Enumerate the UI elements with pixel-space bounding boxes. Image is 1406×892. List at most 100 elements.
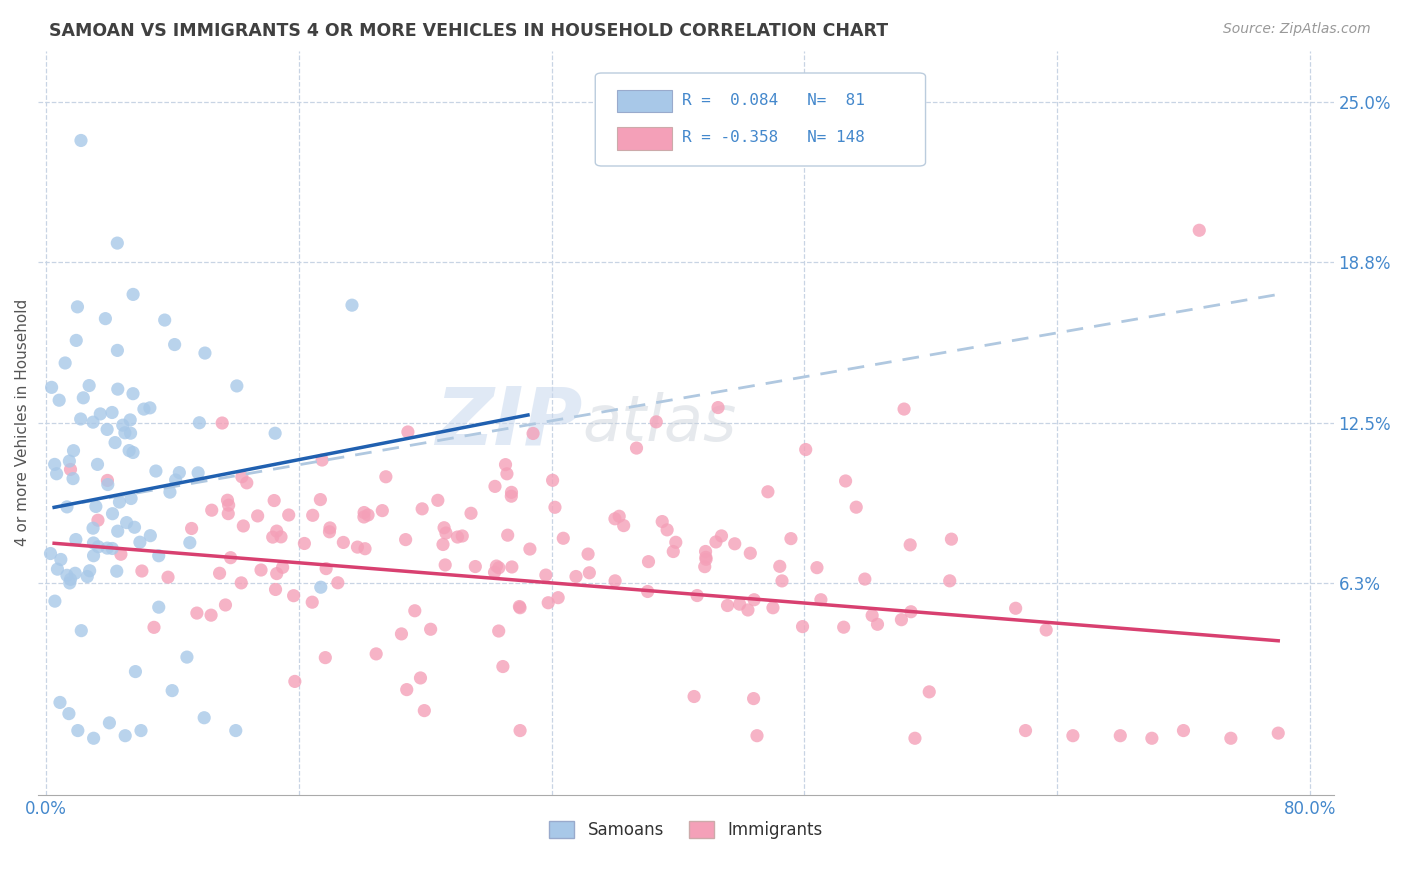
Point [180,521,202,535]
Point [46,562,69,576]
Point [62,443,84,458]
Point [250,563,273,577]
Point [105,564,128,578]
Point [433,521,456,535]
Point [413,704,436,718]
Point [148,600,170,615]
Point [83,549,105,563]
Point [488,560,510,574]
Point [96,474,118,488]
Point [353,506,375,520]
Point [496,467,519,481]
Point [309,580,332,594]
Point [98,715,121,730]
Point [541,473,564,487]
Point [346,540,368,554]
Point [340,298,363,312]
Point [124,665,146,679]
Point [485,559,508,574]
Point [432,537,454,551]
Point [186,606,208,620]
Point [266,566,288,581]
Point [284,674,307,689]
Point [737,603,759,617]
Point [270,530,292,544]
Point [745,729,768,743]
Point [217,507,239,521]
Point [1219,731,1241,746]
Point [122,386,145,401]
Point [72,391,94,405]
Point [710,529,733,543]
Point [176,650,198,665]
Point [866,617,889,632]
Point [211,416,233,430]
Point [218,498,240,512]
Point [508,599,530,614]
Point [810,592,832,607]
Point [426,493,449,508]
Legend: Samoans, Immigrants: Samoans, Immigrants [543,814,830,846]
Point [129,535,152,549]
Point [794,442,817,457]
Point [66,723,89,738]
Point [264,426,287,441]
Point [319,521,342,535]
Point [309,492,332,507]
Point [488,624,510,638]
Point [76,569,98,583]
Point [395,682,418,697]
Point [693,559,716,574]
Point [547,591,569,605]
Point [120,413,142,427]
Point [179,535,201,549]
Point [544,500,567,515]
Point [246,508,269,523]
Point [332,535,354,549]
Point [607,509,630,524]
Point [124,520,146,534]
Point [769,559,792,574]
Point [354,541,377,556]
Point [87,513,110,527]
Point [283,589,305,603]
Point [263,493,285,508]
Point [651,515,673,529]
Point [374,469,396,483]
Point [277,508,299,522]
Point [434,558,457,572]
Point [301,595,323,609]
Point [122,287,145,301]
Point [509,723,531,738]
Point [84,500,107,514]
Point [87,540,110,554]
Point [194,346,217,360]
Point [262,530,284,544]
Point [208,566,231,581]
Point [214,598,236,612]
Point [59,572,82,586]
Point [357,508,380,522]
Point [578,566,600,580]
Point [159,485,181,500]
Point [111,418,134,433]
Point [107,382,129,396]
Point [683,690,706,704]
Point [495,458,517,472]
Point [553,531,575,545]
Point [266,524,288,538]
Text: R =  0.084   N=  81: R = 0.084 N= 81 [682,93,865,108]
Point [143,620,166,634]
Point [446,530,468,544]
Point [893,402,915,417]
Point [318,524,340,539]
Point [41,380,63,394]
Point [695,550,717,565]
Point [655,523,678,537]
Point [94,311,117,326]
Point [853,572,876,586]
Text: ZIP: ZIP [434,384,582,462]
Point [97,477,120,491]
Point [82,521,104,535]
Point [890,613,912,627]
